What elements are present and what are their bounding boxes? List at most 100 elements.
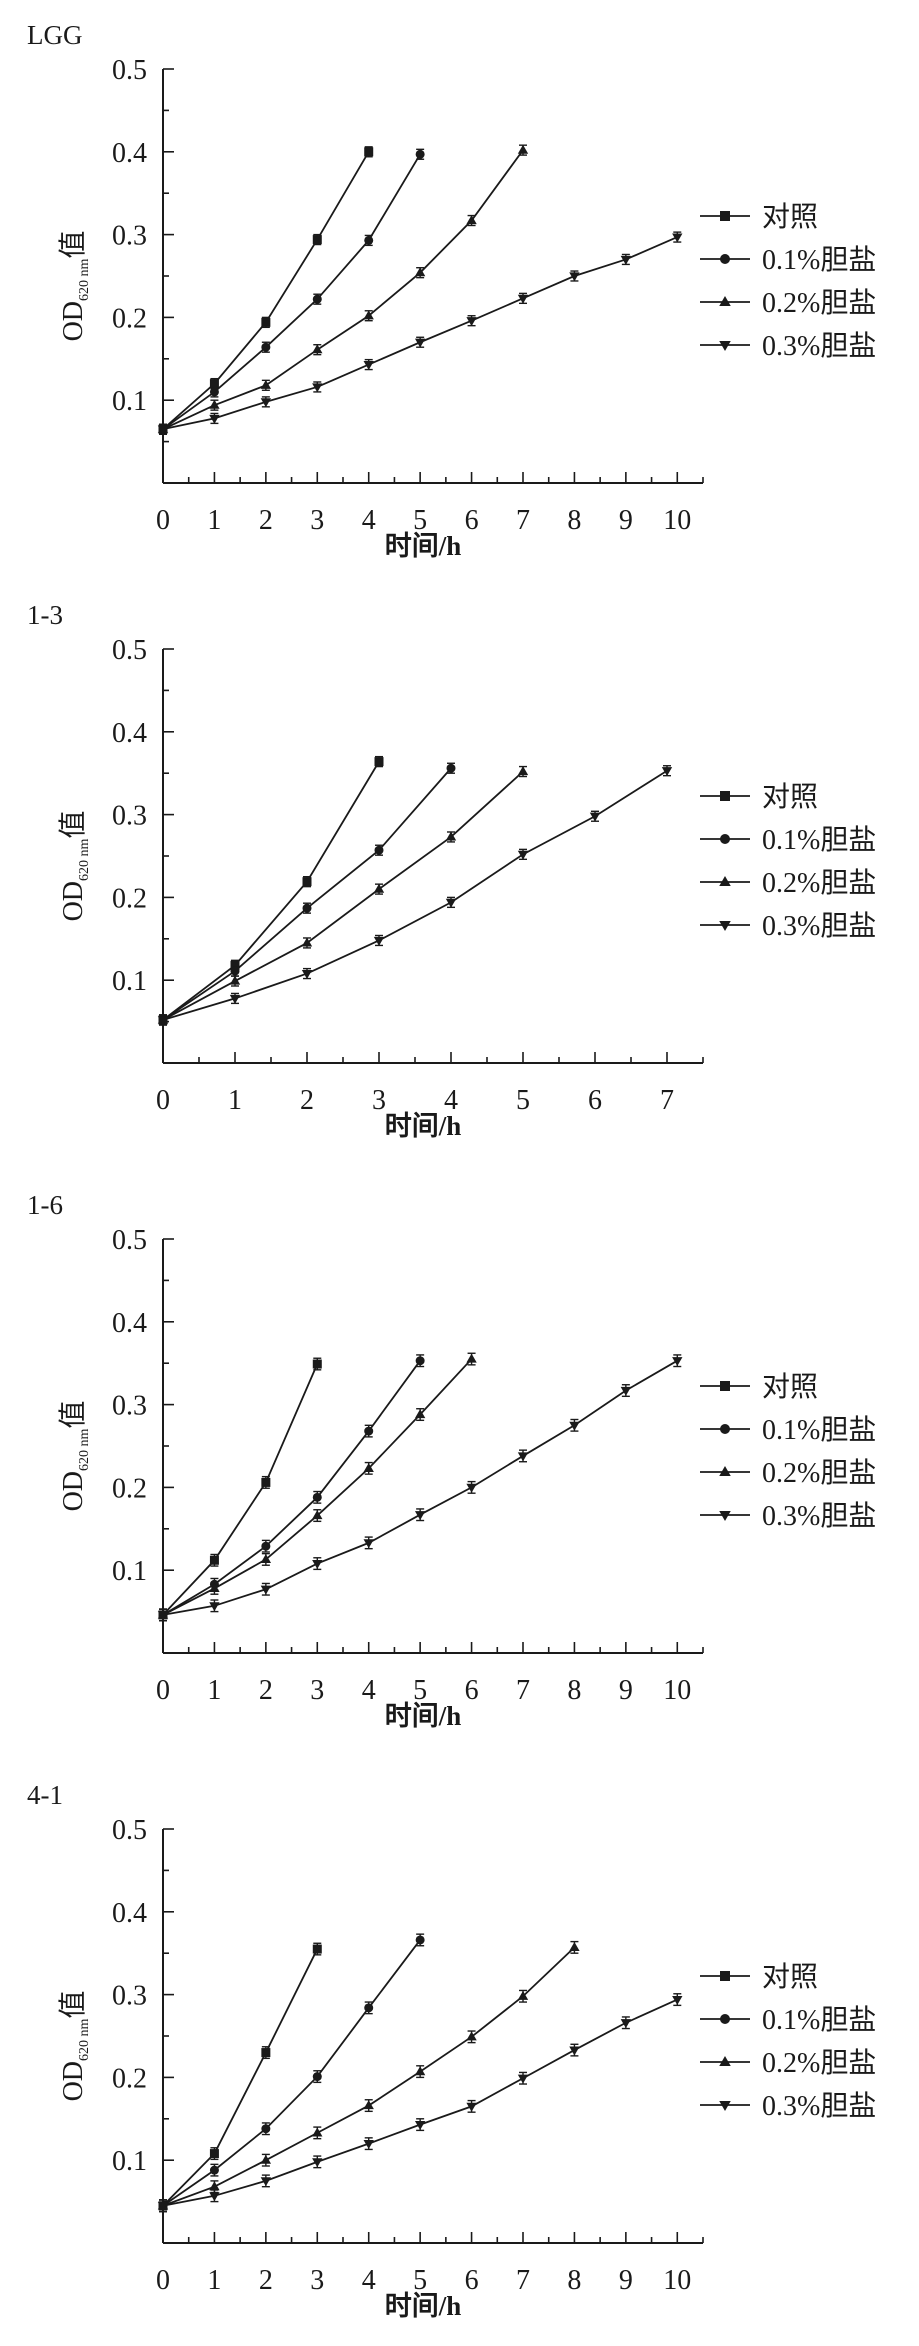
data-point <box>157 425 169 435</box>
legend-item: 对照 <box>700 1371 818 1403</box>
x-tick-label: 0 <box>156 1675 170 1706</box>
series-2 <box>157 1940 580 2213</box>
legend-label: 对照 <box>762 201 818 233</box>
data-point <box>209 1583 220 1593</box>
data-point <box>517 2074 529 2084</box>
y-tick-label: 0.4 <box>112 718 147 749</box>
y-tick-label: 0.1 <box>112 386 147 417</box>
legend-label: 0.2%胆盐 <box>762 287 876 319</box>
y-tick-label: 0.2 <box>112 2063 147 2094</box>
x-tick-label: 0 <box>156 2265 170 2296</box>
chart-panel: LGG 0.1 0.2 0.3 0.4 0.5 0 1 2 3 4 5 6 7 8 9 10 时间/h OD620 … <box>0 0 919 586</box>
data-point <box>157 1016 169 1026</box>
data-point <box>302 877 312 887</box>
series-2 <box>157 1352 477 1622</box>
data-point <box>209 2165 219 2175</box>
legend-item: 0.2%胆盐 <box>700 867 876 899</box>
data-point <box>312 1492 322 1502</box>
y-tick-label: 0.2 <box>112 303 147 334</box>
legend-item: 对照 <box>700 201 818 233</box>
y-tick-label: 0.3 <box>112 801 147 832</box>
legend-label: 0.2%胆盐 <box>762 1457 876 1489</box>
data-point <box>517 766 529 776</box>
series-0 <box>158 1357 322 1622</box>
series-3 <box>157 765 673 1026</box>
legend-marker <box>720 211 730 221</box>
x-tick-label: 4 <box>444 1085 458 1116</box>
legend-marker <box>720 2014 730 2024</box>
data-point <box>260 1585 272 1595</box>
x-tick-label: 9 <box>619 1675 633 1706</box>
y-tick-label: 0.4 <box>112 1308 147 1339</box>
legend-label: 对照 <box>762 781 818 813</box>
data-point <box>312 344 323 354</box>
series-3 <box>157 231 683 435</box>
chart-title: 1-3 <box>27 600 63 630</box>
y-axis-label-subscript: 620 nm <box>77 838 92 881</box>
legend-marker <box>719 921 731 931</box>
y-axis-label-main: OD <box>58 2061 89 2101</box>
x-axis-label: 时间/h <box>385 1701 462 1731</box>
legend-label: 0.3%胆盐 <box>762 2090 876 2122</box>
data-point <box>157 1611 169 1621</box>
data-point <box>620 255 632 265</box>
y-tick-label: 0.3 <box>112 1391 147 1422</box>
data-point <box>312 2127 323 2137</box>
series-0 <box>158 146 374 435</box>
series-line <box>162 761 380 1021</box>
data-point <box>363 2100 374 2110</box>
x-tick-label: 0 <box>156 505 170 536</box>
chart-title: 4-1 <box>27 1780 63 1810</box>
data-point <box>414 338 426 348</box>
x-tick-label: 9 <box>619 505 633 536</box>
x-tick-label: 0 <box>156 1085 170 1116</box>
data-point <box>517 1452 529 1462</box>
y-tick-label: 0.3 <box>112 1981 147 2012</box>
legend-item: 0.1%胆盐 <box>700 1414 876 1446</box>
series-1 <box>158 148 425 435</box>
data-point <box>260 2154 272 2164</box>
data-point <box>569 1942 580 1952</box>
data-point <box>415 1356 425 1366</box>
line-chart: 1-3 0.1 0.2 0.3 0.4 0.5 0 1 2 3 4 5 6 7 时间/h OD620 nm值 对… <box>27 600 876 1141</box>
data-point <box>209 2192 220 2202</box>
data-point <box>209 1555 219 1565</box>
legend-marker <box>720 1971 730 1981</box>
x-tick-label: 2 <box>259 1675 273 1706</box>
y-tick-label: 0.4 <box>112 1898 147 1929</box>
x-axis-label: 时间/h <box>385 531 462 561</box>
legend-item: 对照 <box>700 781 818 813</box>
y-axis-label-suffix: 值 <box>57 811 89 839</box>
y-axis-label-subscript: 620 nm <box>77 2018 92 2061</box>
data-point <box>229 975 241 985</box>
data-point <box>261 342 271 352</box>
data-point <box>569 1421 580 1431</box>
data-point <box>466 215 477 225</box>
data-point <box>414 2066 426 2076</box>
series-1 <box>158 762 456 1026</box>
series-line <box>162 769 668 1021</box>
data-point <box>414 267 426 277</box>
x-tick-label: 5 <box>413 505 427 536</box>
legend-item: 0.2%胆盐 <box>700 287 876 319</box>
series-0 <box>158 1942 322 2213</box>
data-point <box>373 883 385 893</box>
x-tick-label: 6 <box>465 1675 479 1706</box>
x-tick-label: 10 <box>663 2265 691 2296</box>
data-point <box>363 1539 374 1549</box>
data-point <box>364 1426 374 1436</box>
legend-marker <box>719 341 731 351</box>
data-point <box>209 1602 220 1612</box>
legend-label: 0.3%胆盐 <box>762 910 876 942</box>
data-point <box>364 235 374 245</box>
data-point <box>569 2046 580 2056</box>
x-tick-label: 8 <box>567 505 581 536</box>
data-point <box>312 1944 322 1954</box>
y-tick-label: 0.4 <box>112 138 147 169</box>
data-point <box>415 1935 425 1945</box>
legend-item: 对照 <box>700 1961 818 1993</box>
x-tick-label: 5 <box>413 1675 427 1706</box>
legend-marker <box>720 834 730 844</box>
legend-item: 0.3%胆盐 <box>700 2090 876 2122</box>
data-point <box>363 2140 374 2150</box>
